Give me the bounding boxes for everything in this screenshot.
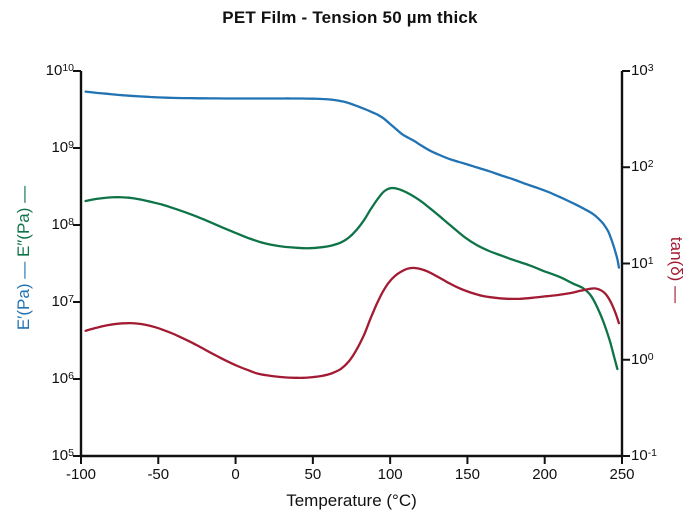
left-axis-tick-label: 1010 bbox=[45, 62, 74, 79]
left-axis-tick-label: 106 bbox=[51, 370, 74, 387]
chart-title: PET Film - Tension 50 µm thick bbox=[222, 8, 478, 27]
storage-modulus-curve bbox=[84, 90, 621, 269]
x-axis-tick-label: 50 bbox=[304, 466, 322, 483]
right-axis-tick-label: 103 bbox=[631, 62, 654, 79]
right-axis-tick-label: 101 bbox=[631, 254, 654, 272]
x-axis-tick-label: 200 bbox=[532, 466, 558, 483]
right-axis-label: tan(δ) — bbox=[667, 236, 686, 304]
x-axis-label: Temperature (°C) bbox=[286, 491, 417, 510]
right-axis-tick-label: 100 bbox=[631, 350, 654, 368]
loss-modulus-curve bbox=[84, 186, 619, 371]
left-axis-label: E′(Pa) — E″(Pa) — bbox=[14, 186, 34, 330]
x-axis-tick-label: -100 bbox=[65, 466, 97, 483]
left-axis-tick-label: 107 bbox=[51, 293, 74, 310]
right-axis-tick-labels: 103 102 101 100 10-1 bbox=[631, 0, 691, 520]
x-axis-tick-label: 0 bbox=[231, 466, 240, 483]
x-axis-tick-label: 100 bbox=[377, 466, 403, 483]
left-axis-label-loss: E″(Pa) — bbox=[14, 185, 33, 258]
left-axis-tick-label: 108 bbox=[51, 216, 74, 233]
tan-delta-curve bbox=[84, 266, 621, 379]
x-axis-tick-label: -50 bbox=[147, 466, 170, 483]
x-axis-tick-label: 250 bbox=[609, 466, 635, 483]
left-axis-tick-label: 105 bbox=[51, 447, 74, 464]
right-axis-tick-label: 102 bbox=[631, 158, 654, 176]
left-axis-tick-label: 109 bbox=[51, 139, 74, 156]
x-axis-tick-label: 150 bbox=[454, 466, 480, 483]
left-axis-label-storage: E′(Pa) — bbox=[14, 261, 33, 331]
right-axis-tick-label: 10-1 bbox=[631, 447, 658, 464]
left-axis-tick-labels: 1010 109 108 107 106 105 bbox=[24, 0, 74, 520]
